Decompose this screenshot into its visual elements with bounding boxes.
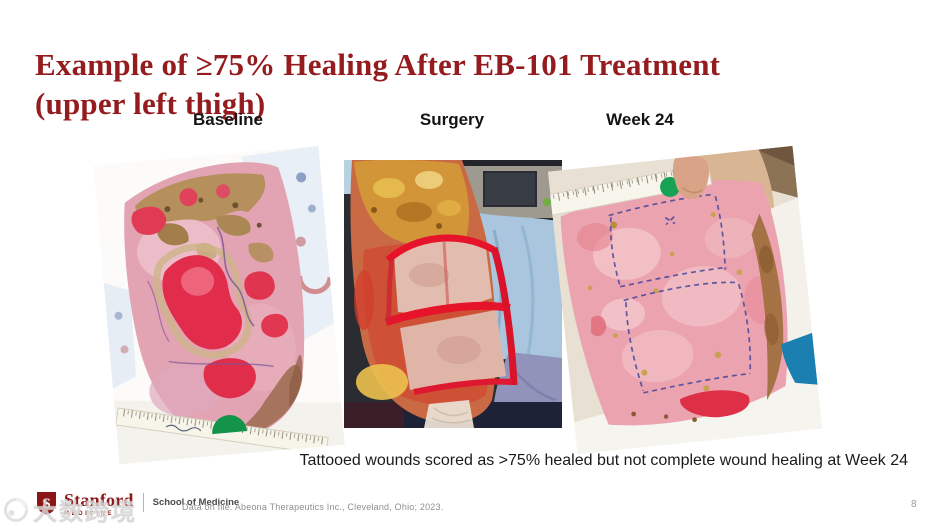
slide-caption: Tattooed wounds scored as >75% healed bu… — [299, 452, 908, 469]
healed-skin — [560, 180, 788, 426]
svg-text:S: S — [42, 496, 50, 512]
slide-title: Example of ≥75% Healing After EB-101 Tre… — [35, 45, 795, 123]
green-dot-sticker — [660, 176, 681, 197]
crust-edge-right — [631, 213, 784, 423]
red-patches — [590, 315, 750, 418]
crust-specks — [587, 211, 743, 392]
label-baseline: Baseline — [193, 110, 263, 129]
stanford-wordmark: Stanford MEDICINE — [64, 491, 134, 517]
baseline-wound-photo — [93, 145, 345, 465]
stanford-medicine-logo: S Stanford MEDICINE School of Medicine — [36, 491, 239, 517]
medicine-text: MEDICINE — [64, 511, 115, 517]
open-wounds — [131, 184, 289, 399]
marker-lines — [147, 226, 274, 368]
background-wall-dark — [756, 145, 795, 166]
watermark-logo-icon — [4, 497, 28, 522]
green-dot-sticker — [212, 415, 248, 435]
handwritten-id — [165, 424, 202, 432]
data-source-citation: Data on file. Abeona Therapeutics Inc., … — [182, 502, 444, 512]
gauze — [424, 400, 474, 428]
tattoo-lines — [608, 193, 752, 394]
table-edge-shadow — [344, 402, 404, 428]
blue-object — [781, 332, 818, 385]
baseline-photo-illustration — [93, 145, 345, 465]
golden-crust — [354, 160, 470, 400]
slide-title-line2: (upper left thigh) — [35, 85, 266, 121]
week24-healed-photo — [547, 145, 823, 455]
crust-areas — [135, 173, 274, 359]
surgery-photo-illustration — [344, 160, 562, 428]
label-surgery: Surgery — [419, 110, 485, 129]
logo-divider — [142, 493, 144, 512]
skin-graft-grid — [384, 234, 518, 395]
finger — [673, 155, 709, 199]
stanford-shield-icon: S — [37, 492, 56, 515]
stanford-text: Stanford — [64, 490, 134, 510]
label-week24: Week 24 — [606, 110, 674, 129]
school-of-medicine-text: School of Medicine — [152, 497, 240, 508]
surgery-graft-photo — [344, 160, 562, 428]
week24-photo-illustration — [547, 145, 823, 455]
slide-title-line1: Example of ≥75% Healing After EB-101 Tre… — [35, 46, 721, 82]
page-number: 8 — [911, 499, 917, 510]
